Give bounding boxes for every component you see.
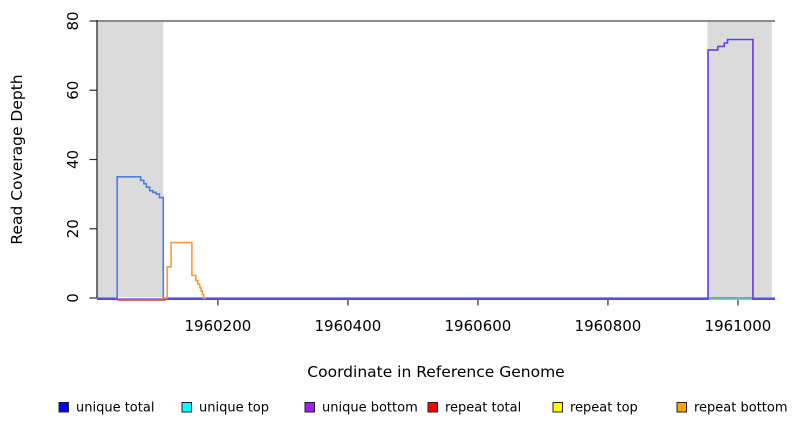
y-tick-label: 40	[64, 150, 82, 169]
series-unique-total	[97, 176, 775, 299]
legend-item-repeat-bottom: repeat bottom	[676, 401, 788, 416]
legend-item-repeat-total: repeat total	[427, 401, 521, 416]
x-tick-label: 1961000	[705, 317, 772, 335]
legend-label: repeat bottom	[694, 401, 788, 416]
y-tick-label: 60	[64, 81, 82, 100]
legend-item-unique-top: unique top	[181, 401, 269, 416]
x-tick-label: 1960400	[315, 317, 382, 335]
x-tick-label: 1960600	[445, 317, 512, 335]
y-axis-title: Read Coverage Depth	[8, 74, 26, 244]
legend-swatch-icon	[58, 402, 69, 413]
legend-item-repeat-top: repeat top	[552, 401, 638, 416]
legend-swatch-icon	[427, 402, 438, 413]
legend-swatch-icon	[676, 402, 687, 413]
legend-label: unique top	[199, 401, 269, 416]
legend-item-unique-bottom: unique bottom	[304, 401, 418, 416]
x-tick-label: 1960200	[185, 317, 252, 335]
repeat-region-shade-1	[707, 21, 772, 297]
series-repeat-bottom	[162, 241, 207, 299]
y-tick-label: 20	[64, 219, 82, 238]
repeat-region-shade-0	[97, 21, 164, 297]
y-tick-label: 80	[64, 11, 82, 30]
legend-label: repeat top	[570, 401, 638, 416]
legend-label: repeat total	[445, 401, 521, 416]
y-tick-label: 0	[64, 293, 82, 303]
legend-label: unique bottom	[322, 401, 418, 416]
series-unique-bottom	[97, 38, 775, 300]
x-axis-title: Coordinate in Reference Genome	[307, 363, 564, 381]
legend-label: unique total	[76, 401, 154, 416]
legend-swatch-icon	[181, 402, 192, 413]
x-tick-label: 1960800	[575, 317, 642, 335]
legend-swatch-icon	[304, 402, 315, 413]
legend-item-unique-total: unique total	[58, 401, 154, 416]
legend-swatch-icon	[552, 402, 563, 413]
